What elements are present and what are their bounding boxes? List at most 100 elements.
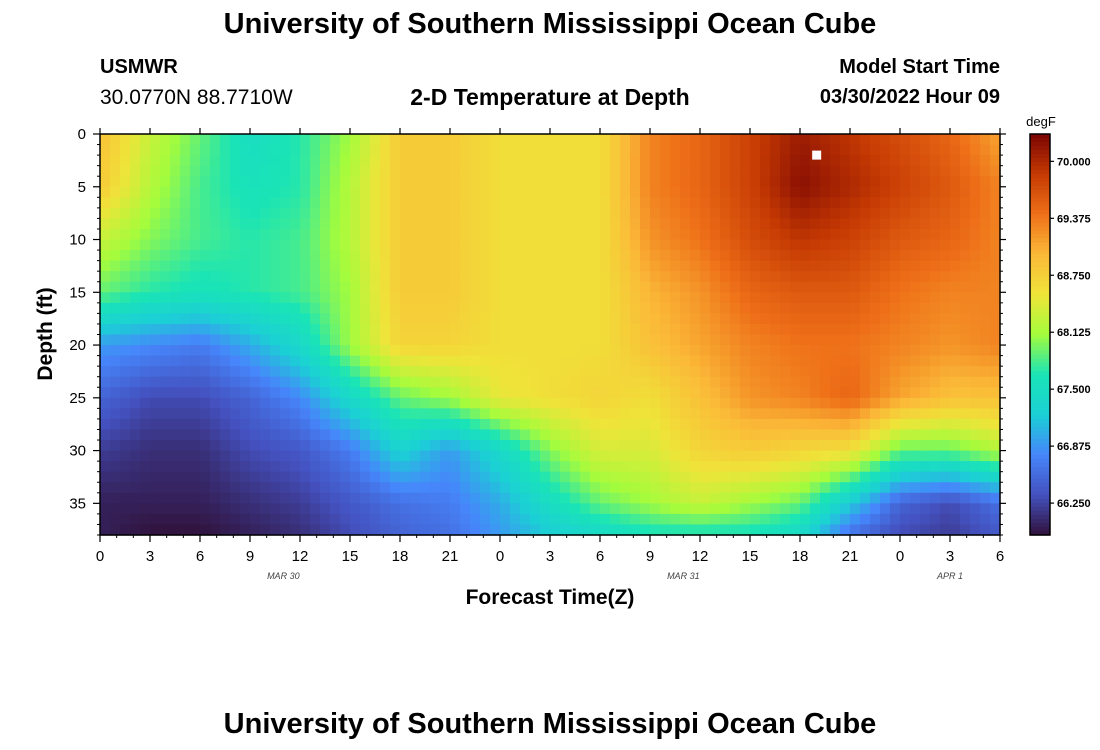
heatmap-cell (180, 482, 191, 494)
heatmap-cell (520, 323, 531, 336)
heatmap-cell (940, 197, 951, 209)
heatmap-cell (670, 492, 681, 504)
heatmap-cell (420, 524, 431, 536)
heatmap-cell (120, 429, 131, 441)
heatmap-cell (400, 313, 411, 325)
heatmap-cell (230, 450, 241, 462)
heatmap-cell (930, 376, 941, 388)
heatmap-cell (250, 471, 261, 483)
heatmap-cell (750, 144, 761, 156)
heatmap-cell (390, 461, 401, 473)
heatmap-cell (530, 313, 541, 325)
heatmap-cell (930, 450, 941, 462)
heatmap-cell (750, 440, 761, 452)
heatmap-cell (600, 323, 611, 336)
heatmap-cell (830, 376, 841, 388)
heatmap-cell (460, 418, 471, 431)
heatmap-cell (900, 207, 911, 220)
heatmap-cell (350, 524, 361, 536)
heatmap-cell (440, 207, 451, 220)
heatmap-cell (530, 250, 541, 262)
heatmap-cell (410, 408, 421, 420)
heatmap-cell (580, 471, 591, 483)
heatmap-cell (420, 197, 431, 209)
heatmap-cell (480, 429, 491, 441)
heatmap-cell (870, 471, 881, 483)
heatmap-cell (430, 345, 441, 357)
heatmap-cell (240, 450, 251, 462)
heatmap-cell (440, 513, 451, 526)
heatmap-cell (740, 461, 751, 473)
heatmap-cell (790, 197, 801, 209)
heatmap-cell (880, 313, 891, 325)
heatmap-cell (540, 165, 551, 177)
heatmap-cell (560, 503, 571, 515)
heatmap-cell (810, 429, 821, 441)
heatmap-cell (910, 492, 921, 504)
heatmap-cell (380, 503, 391, 515)
heatmap-cell (710, 334, 721, 346)
heatmap-cell (880, 440, 891, 452)
heatmap-cell (640, 440, 651, 452)
heatmap-cell (730, 440, 741, 452)
heatmap-cell (970, 408, 981, 420)
heatmap-cell (660, 408, 671, 420)
heatmap-cell (860, 429, 871, 441)
heatmap-cell (690, 345, 701, 357)
heatmap-cell (260, 197, 271, 209)
heatmap-cell (980, 292, 991, 304)
heatmap-cell (290, 408, 301, 420)
heatmap-cell (370, 313, 381, 325)
heatmap-cell (600, 271, 611, 283)
heatmap-cell (470, 292, 481, 304)
heatmap-cell (160, 471, 171, 483)
heatmap-cell (430, 186, 441, 198)
heatmap-cell (750, 197, 761, 209)
heatmap-cell (420, 134, 431, 146)
x-tick-label: 0 (96, 548, 104, 565)
heatmap-cell (440, 482, 451, 494)
heatmap-cell (350, 355, 361, 367)
heatmap-cell (130, 397, 141, 409)
heatmap-cell (770, 313, 781, 325)
heatmap-cell (210, 313, 221, 325)
heatmap-cell (190, 397, 201, 409)
heatmap-cell (680, 471, 691, 483)
heatmap-cell (230, 387, 241, 399)
heatmap-cell (360, 461, 371, 473)
heatmap-cell (700, 207, 711, 220)
heatmap-cell (120, 345, 131, 357)
colorbar-segment (1030, 142, 1050, 147)
heatmap-cell (610, 397, 621, 409)
colorbar-segment (1030, 394, 1050, 400)
heatmap-cell (490, 345, 501, 357)
heatmap-cell (290, 250, 301, 262)
heatmap-cell (490, 513, 501, 526)
heatmap-cell (570, 408, 581, 420)
heatmap-cell (460, 197, 471, 209)
colorbar-tick-label: 66.875 (1057, 441, 1091, 453)
heatmap-cell (500, 461, 511, 473)
heatmap-cell (860, 281, 871, 293)
heatmap-cell (640, 513, 651, 526)
heatmap-cell (960, 176, 971, 188)
heatmap-cell (840, 155, 851, 167)
heatmap-cell (770, 471, 781, 483)
heatmap-cell (300, 271, 311, 283)
heatmap-cell (610, 292, 621, 304)
heatmap-cell (100, 334, 111, 346)
heatmap-cell (710, 197, 721, 209)
heatmap-cell (110, 334, 121, 346)
heatmap-cell (440, 186, 451, 198)
heatmap-cell (550, 176, 561, 188)
heatmap-cell (600, 471, 611, 483)
heatmap-cell (480, 408, 491, 420)
heatmap-cell (200, 197, 211, 209)
heatmap-cell (760, 376, 771, 388)
heatmap-cell (660, 250, 671, 262)
heatmap-cell (500, 313, 511, 325)
heatmap-cell (220, 250, 231, 262)
heatmap-cell (940, 408, 951, 420)
heatmap-cell (650, 440, 661, 452)
heatmap-cell (830, 165, 841, 177)
